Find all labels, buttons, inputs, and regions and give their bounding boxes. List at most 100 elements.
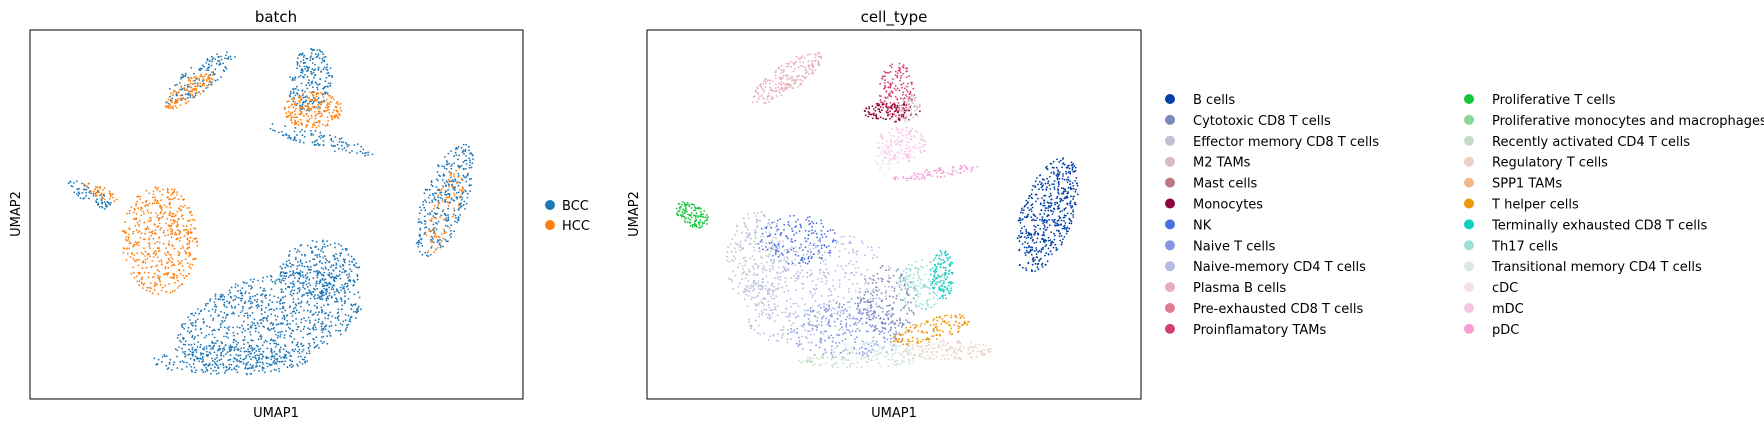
scatter-point xyxy=(182,247,185,249)
scatter-point xyxy=(95,201,98,204)
scatter-point xyxy=(182,338,185,341)
scatter-point xyxy=(337,112,340,115)
scatter-point xyxy=(796,250,798,253)
scatter-point xyxy=(745,285,748,287)
scatter-point xyxy=(294,306,297,309)
scatter-point xyxy=(325,106,327,109)
scatter-point xyxy=(1075,177,1078,179)
scatter-point xyxy=(327,108,330,111)
scatter-point xyxy=(1024,254,1027,256)
scatter-point xyxy=(691,226,694,228)
scatter-point xyxy=(230,286,233,289)
scatter-point xyxy=(262,320,265,322)
scatter-point xyxy=(321,285,324,288)
scatter-point xyxy=(192,258,195,261)
scatter-point xyxy=(313,270,315,273)
scatter-point xyxy=(904,87,906,90)
scatter-point xyxy=(244,329,247,332)
scatter-point xyxy=(1034,262,1037,265)
scatter-point xyxy=(454,189,456,192)
scatter-point xyxy=(1050,171,1053,174)
scatter-point xyxy=(1059,210,1062,213)
scatter-point xyxy=(890,84,892,86)
scatter-point xyxy=(150,287,152,290)
scatter-point xyxy=(926,174,928,176)
scatter-point xyxy=(283,334,286,336)
scatter-point xyxy=(217,367,220,369)
scatter-point xyxy=(128,242,131,245)
scatter-point xyxy=(924,170,926,173)
scatter-point xyxy=(249,331,252,333)
scatter-point xyxy=(884,82,886,84)
scatter-point xyxy=(424,223,427,225)
scatter-point xyxy=(166,189,169,192)
scatter-point xyxy=(465,163,468,165)
scatter-point xyxy=(171,277,173,279)
scatter-point xyxy=(424,231,427,234)
scatter-point xyxy=(333,284,336,287)
scatter-point xyxy=(899,71,902,74)
scatter-point xyxy=(184,93,187,96)
scatter-point xyxy=(823,251,826,253)
scatter-point xyxy=(310,70,312,73)
scatter-point xyxy=(457,184,460,187)
scatter-point xyxy=(782,333,785,335)
scatter-point xyxy=(452,213,455,216)
scatter-point xyxy=(429,239,432,241)
scatter-point xyxy=(690,212,693,214)
scatter-point xyxy=(468,145,470,148)
scatter-point xyxy=(223,348,226,351)
scatter-point xyxy=(310,247,312,250)
scatter-point xyxy=(805,336,807,338)
scatter-point xyxy=(794,251,797,253)
scatter-point xyxy=(445,198,447,201)
scatter-point xyxy=(424,209,427,212)
scatter-point xyxy=(212,57,215,59)
scatter-point xyxy=(825,276,828,279)
scatter-point xyxy=(883,156,886,159)
scatter-point xyxy=(190,322,192,324)
scatter-point xyxy=(283,363,285,366)
scatter-point xyxy=(897,107,899,110)
scatter-point xyxy=(277,334,280,337)
scatter-point xyxy=(166,187,169,190)
scatter-point xyxy=(167,102,170,105)
scatter-point xyxy=(453,230,455,233)
scatter-point xyxy=(171,101,173,104)
scatter-point xyxy=(856,250,859,253)
scatter-point xyxy=(215,62,218,65)
scatter-point xyxy=(1040,209,1043,212)
scatter-point xyxy=(777,67,780,69)
scatter-point xyxy=(322,123,325,126)
scatter-point xyxy=(249,333,252,336)
scatter-point xyxy=(304,100,307,103)
scatter-point xyxy=(242,362,245,365)
scatter-point xyxy=(894,178,896,181)
scatter-point xyxy=(822,333,825,335)
scatter-point xyxy=(169,103,172,106)
scatter-point xyxy=(430,184,433,186)
scatter-point xyxy=(318,135,320,138)
scatter-point xyxy=(189,219,191,222)
scatter-point xyxy=(680,206,682,208)
scatter-point xyxy=(681,213,684,216)
scatter-point xyxy=(221,298,224,301)
scatter-point xyxy=(290,312,292,315)
scatter-point xyxy=(1058,173,1061,176)
scatter-point xyxy=(903,111,906,114)
scatter-point xyxy=(157,250,160,253)
scatter-point xyxy=(906,108,909,111)
scatter-point xyxy=(243,347,245,349)
scatter-point xyxy=(140,206,142,209)
scatter-point xyxy=(912,116,915,119)
scatter-point xyxy=(103,201,106,204)
scatter-point xyxy=(1034,193,1037,196)
scatter-point xyxy=(194,94,197,97)
scatter-point xyxy=(194,328,197,331)
scatter-point xyxy=(802,275,804,278)
scatter-point xyxy=(291,273,294,275)
scatter-point xyxy=(884,97,887,100)
scatter-point xyxy=(165,222,168,225)
scatter-point xyxy=(350,315,353,318)
scatter-point xyxy=(1070,206,1073,209)
